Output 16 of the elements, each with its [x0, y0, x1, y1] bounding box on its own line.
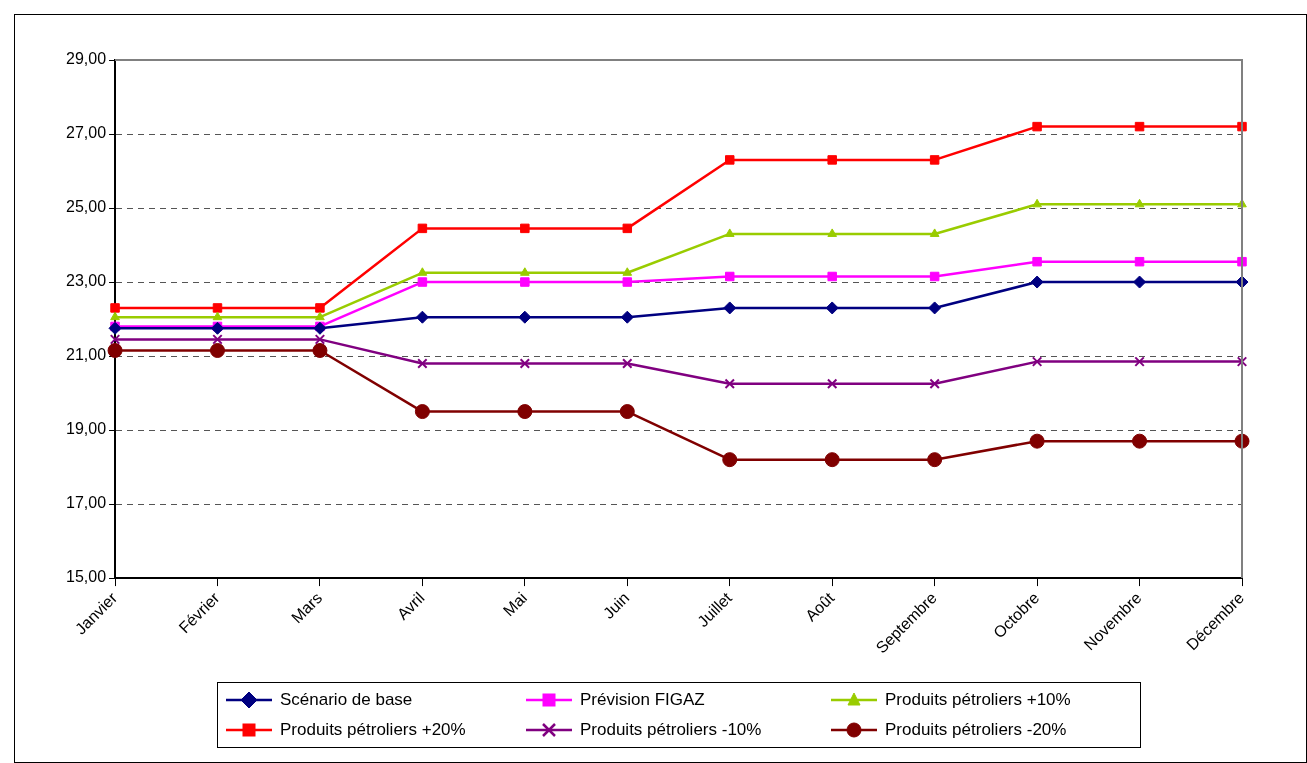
legend-label: Scénario de base [280, 690, 413, 710]
legend-label: Produits pétroliers -10% [580, 720, 762, 740]
legend-label: Produits pétroliers +20% [280, 720, 466, 740]
y-tick-label: 19,00 [65, 420, 107, 438]
x-tick-label: Mai [499, 589, 531, 620]
y-tick-label: 27,00 [65, 124, 107, 142]
y-tick-label: 25,00 [65, 198, 107, 216]
y-tick-label: 29,00 [65, 50, 107, 68]
y-tick-label: 21,00 [65, 346, 107, 364]
x-tick-label: Juin [599, 589, 633, 622]
y-tick-label: 15,00 [65, 568, 107, 586]
y-tick-label: 23,00 [65, 272, 107, 290]
y-tick-label: 17,00 [65, 494, 107, 512]
legend-label: Produits pétroliers +10% [885, 690, 1071, 710]
legend-label: Produits pétroliers -20% [885, 720, 1067, 740]
legend-label: Prévision FIGAZ [580, 690, 705, 710]
